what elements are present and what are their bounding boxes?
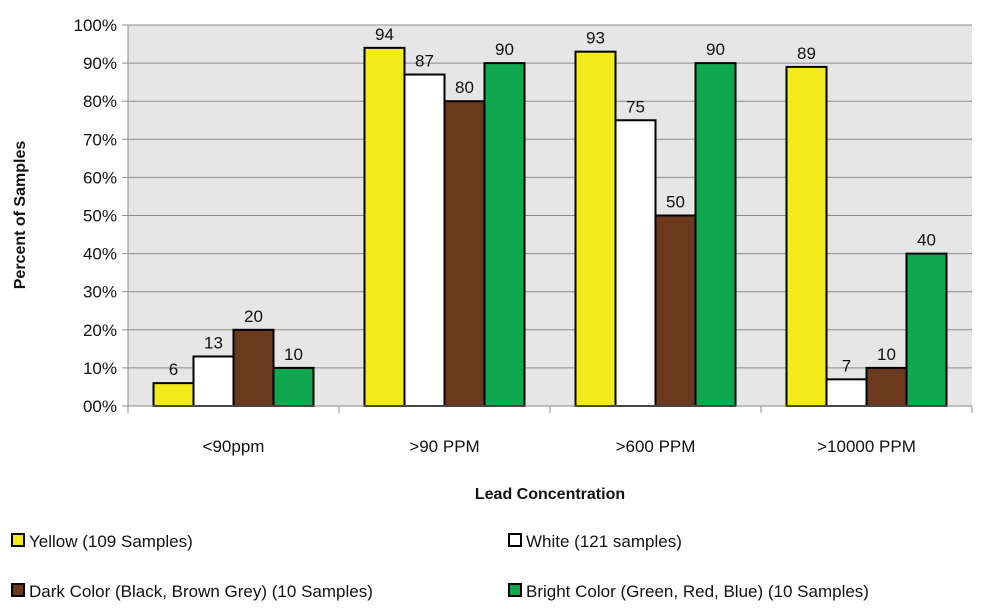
gridlines	[128, 24, 972, 369]
bar	[192, 355, 235, 407]
bar	[825, 378, 868, 407]
data-label: 87	[415, 52, 434, 71]
legend: Yellow (109 Samples) White (121 samples) D…	[11, 532, 869, 601]
data-label: 90	[495, 40, 514, 59]
bar	[574, 50, 617, 407]
y-tick-label: 60%	[83, 168, 117, 187]
bar	[614, 119, 657, 407]
data-label: 10	[877, 345, 896, 364]
data-label: 75	[626, 97, 645, 116]
bar	[694, 62, 737, 407]
data-label: 94	[375, 25, 394, 44]
x-axis-title: Lead Concentration	[475, 486, 625, 503]
y-tick-label: 90%	[83, 54, 117, 73]
bar	[443, 100, 486, 407]
axes	[122, 24, 973, 413]
legend-swatch	[508, 583, 522, 597]
bar	[272, 366, 315, 407]
legend-swatch	[508, 533, 522, 547]
legend-label: Dark Color (Black, Brown Grey) (10 Sampl…	[29, 582, 373, 601]
y-tick-label: 80%	[83, 92, 117, 111]
x-tick-label: <90ppm	[203, 437, 265, 456]
legend-label: Bright Color (Green, Red, Blue) (10 Samp…	[526, 582, 869, 601]
data-labels: 6 13 20 10 94 87 80 90 93 75 50 90 89 7 10 40	[169, 25, 936, 379]
y-tick-label: 30%	[83, 283, 117, 302]
data-label: 50	[666, 193, 685, 212]
y-tick-label: 20%	[83, 321, 117, 340]
y-tick-label: 50%	[83, 207, 117, 226]
y-tick-label: 00%	[83, 397, 117, 416]
bar	[403, 73, 446, 407]
bars	[152, 46, 948, 408]
data-label: 13	[204, 333, 223, 352]
data-label: 40	[917, 231, 936, 250]
bar	[865, 366, 908, 407]
data-label: 10	[284, 345, 303, 364]
data-label: 93	[586, 29, 605, 48]
y-tick-label: 100%	[74, 16, 117, 35]
legend-swatch	[11, 583, 25, 597]
bar	[785, 65, 828, 407]
bar	[905, 252, 948, 407]
x-tick-label: >10000 PPM	[817, 437, 916, 456]
data-label: 90	[706, 40, 725, 59]
data-label: 89	[797, 44, 816, 63]
y-tick-labels: 00% 10% 20% 30% 40% 50% 60% 70% 80% 90% 100%	[74, 16, 117, 416]
legend-label: Yellow (109 Samples)	[29, 532, 193, 551]
legend-swatch	[11, 533, 25, 547]
x-tick-labels: <90ppm >90 PPM >600 PPM >10000 PPM	[203, 437, 916, 456]
bar	[232, 328, 275, 407]
y-tick-label: 10%	[83, 359, 117, 378]
x-tick-label: >600 PPM	[616, 437, 696, 456]
bar	[654, 214, 697, 407]
legend-label: White (121 samples)	[526, 532, 682, 551]
data-label: 6	[169, 360, 178, 379]
bar	[363, 46, 406, 408]
data-label: 20	[244, 307, 263, 326]
y-axis-title: Percent of Samples	[12, 141, 29, 290]
data-label: 7	[842, 356, 851, 375]
y-tick-label: 70%	[83, 130, 117, 149]
y-tick-label: 40%	[83, 245, 117, 264]
x-tick-label: >90 PPM	[409, 437, 479, 456]
bar	[152, 382, 195, 408]
data-label: 80	[455, 78, 474, 97]
bar	[483, 62, 526, 407]
